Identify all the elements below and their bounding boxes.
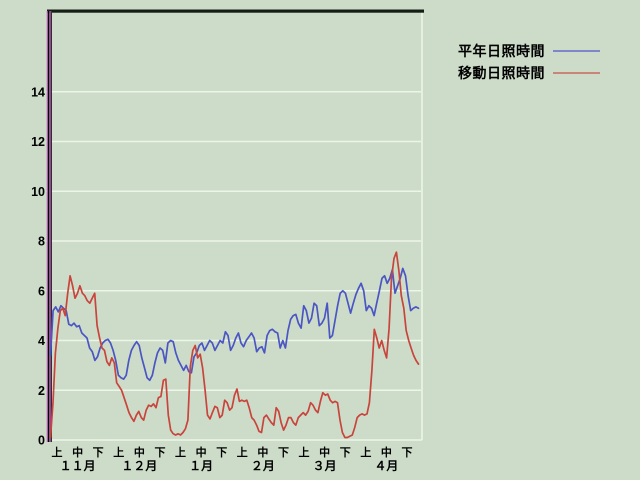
x-decade-label: 下 [154,446,165,459]
y-tick-label: 8 [38,235,45,249]
x-decade-label: 上 [237,445,248,459]
series-line-moving-sunshine [49,251,420,439]
x-decade-label: 中 [381,445,392,459]
x-decade-label: 中 [196,445,207,459]
legend-label-normal-sunshine: 平年日照時間 [458,43,545,59]
legend-item-normal-sunshine: 平年日照時間 [458,40,600,62]
top-border-line [47,9,424,13]
y-tick-label: 2 [38,384,45,398]
x-decade-label: 下 [93,446,104,459]
x-decade-label: 中 [257,445,268,459]
x-month-label: １２月 [121,459,157,473]
y-tick-label: 0 [38,434,45,448]
x-decade-label: 上 [113,445,124,459]
x-decade-label: 中 [319,445,330,459]
x-decade-label: 上 [175,445,186,459]
x-decade-label: 上 [360,445,371,459]
x-month-label: ４月 [374,459,398,473]
legend-label-moving-sunshine: 移動日照時間 [458,65,545,81]
y-tick-label: 4 [38,334,45,348]
legend-item-moving-sunshine: 移動日照時間 [458,62,600,84]
y-tick-label: 6 [38,284,45,298]
y-axis-edge [51,11,52,442]
y-tick-label: 12 [31,135,45,149]
x-decade-label: 上 [299,445,310,459]
x-decade-label: 下 [402,446,413,459]
x-month-label: １月 [189,459,213,473]
y-axis-highlight [46,11,48,442]
x-decade-label: 中 [134,445,145,459]
x-decade-label: 中 [72,445,83,459]
x-month-label: ３月 [313,459,337,473]
legend-line-moving-sunshine [553,72,600,74]
y-axis-shadow [47,11,50,442]
legend-line-normal-sunshine [553,50,600,52]
x-decade-label: 下 [340,446,351,459]
series-line-normal-sunshine [49,267,420,382]
x-decade-label: 上 [52,445,63,459]
x-decade-label: 下 [216,446,227,459]
x-decade-label: 下 [278,446,289,459]
x-month-label: １１月 [60,459,96,473]
legend: 平年日照時間 移動日照時間 [458,40,600,84]
y-tick-label: 14 [31,85,45,99]
x-month-label: ２月 [251,459,275,473]
y-tick-label: 10 [31,185,45,199]
y-axis-line [49,11,51,442]
